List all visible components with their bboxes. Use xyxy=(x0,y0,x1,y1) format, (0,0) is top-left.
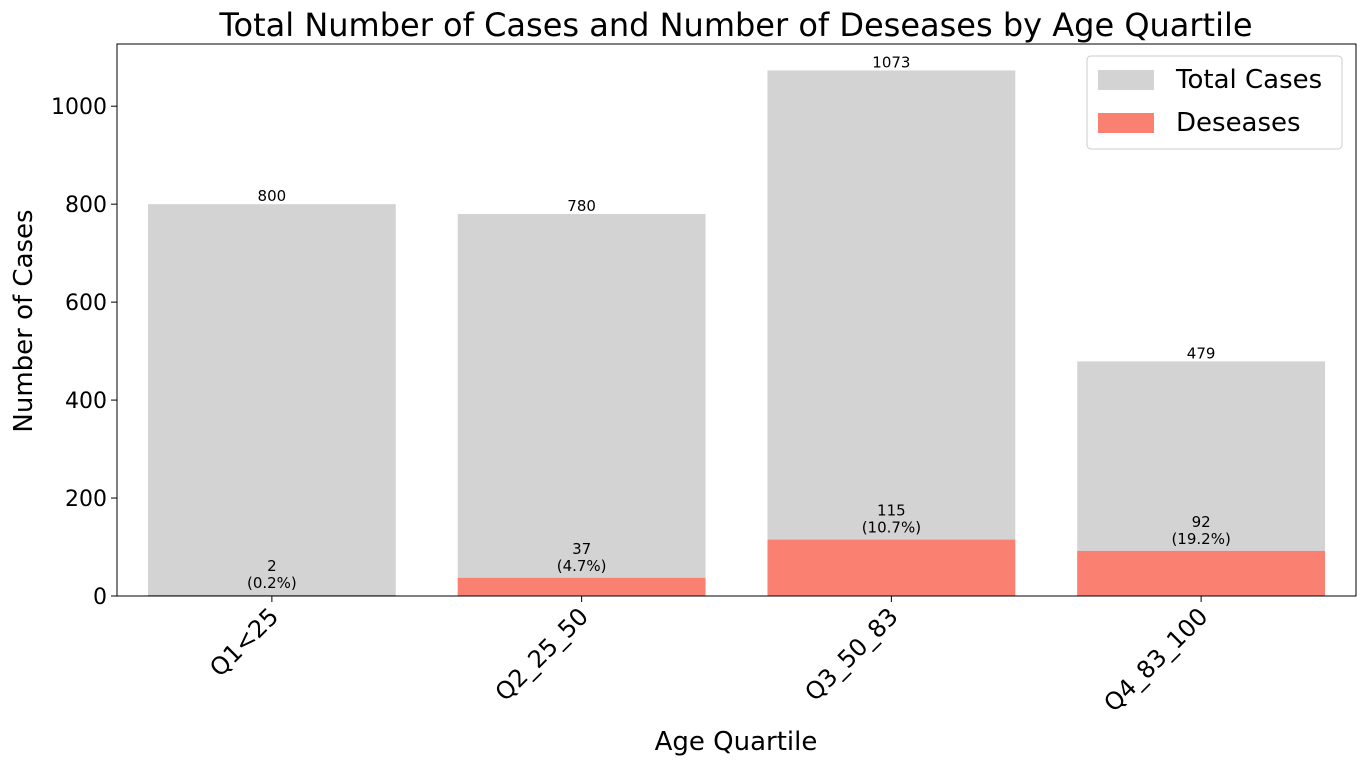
desease-percent-label: (10.7%) xyxy=(862,519,921,537)
chart-title: Total Number of Cases and Number of Dese… xyxy=(218,6,1252,44)
deseases-bar xyxy=(767,539,1016,596)
y-axis-label: Number of Cases xyxy=(9,209,39,432)
y-tick-label: 200 xyxy=(65,487,107,512)
legend: Total Cases Deseases xyxy=(1086,55,1343,150)
x-tick-label: Q1<25 xyxy=(204,602,284,682)
desease-count-label: 37 xyxy=(572,540,591,558)
legend-swatch-total-cases xyxy=(1098,70,1154,90)
desease-count-label: 2 xyxy=(267,557,277,575)
total-value-label: 479 xyxy=(1187,344,1216,362)
plot-frame xyxy=(116,43,1357,597)
bar-labels-group: 800 2(0.2%) 780 37(4.7%) 1073 115(10.7%) 479 92… xyxy=(247,53,1231,592)
desease-percent-label: (4.7%) xyxy=(557,557,607,575)
desease-count-label: 115 xyxy=(877,502,906,520)
total-cases-bar xyxy=(147,204,396,596)
legend-label-total-cases: Total Cases xyxy=(1175,65,1322,95)
total-cases-bar xyxy=(457,213,706,597)
x-tick-label: Q2_25_50 xyxy=(490,602,594,706)
legend-swatch-deseases xyxy=(1098,113,1154,133)
x-tick-label: Q3_50_83 xyxy=(799,602,903,706)
total-value-label: 800 xyxy=(258,187,287,205)
deseases-bar xyxy=(1077,550,1326,596)
legend-label-deseases: Deseases xyxy=(1176,108,1301,138)
desease-percent-label: (0.2%) xyxy=(247,574,297,592)
total-cases-bar xyxy=(767,70,1016,597)
y-tick-label: 600 xyxy=(65,291,107,316)
total-value-label: 780 xyxy=(567,197,596,215)
x-tick-label: Q4_83_100 xyxy=(1098,602,1213,717)
y-tick-label: 800 xyxy=(65,193,107,218)
bars-group xyxy=(147,70,1326,597)
deseases-bar xyxy=(457,577,706,596)
desease-count-label: 92 xyxy=(1192,513,1211,531)
y-tick-label: 0 xyxy=(93,585,107,610)
total-value-label: 1073 xyxy=(872,53,910,71)
y-tick-label: 1000 xyxy=(51,95,107,120)
desease-percent-label: (19.2%) xyxy=(1171,530,1230,548)
x-axis-label: Age Quartile xyxy=(655,727,818,757)
y-tick-label: 400 xyxy=(65,389,107,414)
